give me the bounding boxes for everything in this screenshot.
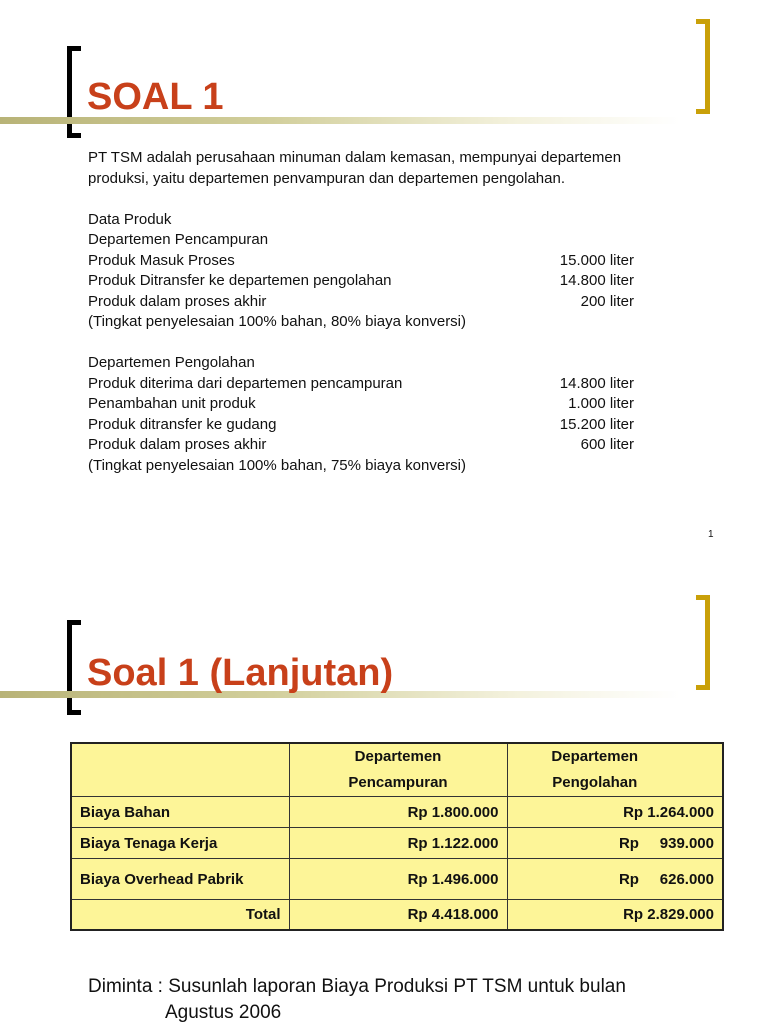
right-bracket-decoration: [696, 19, 710, 114]
header-pencampuran: Departemen Pencampuran: [288, 742, 508, 797]
data-row: Produk Ditransfer ke departemen pengolah…: [88, 271, 634, 292]
table-total-row: Total Rp 4.418.000 Rp 2.829.000: [70, 899, 724, 930]
data-row: Produk Masuk Proses 15.000 liter: [88, 251, 634, 272]
slide-body: PT TSM adalah perusahaan minuman dalam k…: [88, 148, 634, 476]
cell-value: Rp 939.000: [506, 827, 724, 859]
cell-value: Rp 1.496.000: [288, 858, 508, 900]
item-value: 600 liter: [580, 436, 634, 453]
cell-value: Rp 1.800.000: [288, 796, 508, 828]
item-value: 15.000 liter: [559, 251, 634, 269]
note: (Tingkat penyelesaian 100% bahan, 80% bi…: [88, 313, 467, 330]
cost-table: Departemen Pencampuran Departemen Pengolah…: [70, 742, 724, 931]
item-label: Produk Ditransfer ke departemen pengolah…: [88, 272, 392, 289]
intro-line: produksi, yaitu departemen penvampuran d…: [88, 169, 565, 187]
item-value: 15.200 liter: [559, 415, 634, 433]
table-row: Biaya Overhead Pabrik Rp 1.496.000 Rp 62…: [70, 858, 724, 900]
dept-heading: Departemen Pengolahan: [88, 354, 255, 371]
data-row: Produk diterima dari departemen pencampu…: [88, 374, 634, 395]
item-label: Produk diterima dari departemen pencampu…: [88, 374, 403, 392]
table-header-row: Departemen Pencampuran Departemen Pengolah…: [70, 742, 724, 797]
request-line: Agustus 2006: [165, 1002, 282, 1023]
item-label: Produk Masuk Proses: [88, 251, 235, 269]
slide-title: SOAL 1: [87, 76, 224, 118]
item-label: Produk dalam proses akhir: [88, 436, 267, 453]
item-value: 200 liter: [580, 292, 634, 310]
total-label: Total: [70, 899, 290, 930]
cell-value: Rp 1.264.000: [506, 796, 724, 828]
page-number: 1: [708, 529, 714, 540]
cell-value: Rp 1.122.000: [288, 827, 508, 859]
right-bracket-decoration: [696, 595, 710, 690]
item-label: Penambahan unit produk: [88, 395, 256, 412]
cell-value: Rp 626.000: [506, 858, 724, 900]
left-bracket-decoration: [67, 46, 81, 138]
request-line: Diminta : Susunlah laporan Biaya Produks…: [88, 976, 626, 997]
total-value: Rp 2.829.000: [506, 899, 724, 930]
row-label: Biaya Tenaga Kerja: [70, 827, 290, 859]
table-row: Biaya Bahan Rp 1.800.000 Rp 1.264.000: [70, 796, 724, 828]
table-row: Biaya Tenaga Kerja Rp 1.122.000 Rp 939.0…: [70, 827, 724, 859]
total-value: Rp 4.418.000: [288, 899, 508, 930]
item-value: 14.800 liter: [559, 272, 634, 289]
dept-heading: Departemen Pencampuran: [88, 231, 269, 248]
slide-title: Soal 1 (Lanjutan): [87, 652, 394, 694]
header-pengolahan: Departemen Pengolahan: [506, 742, 724, 797]
data-label: Data Produk: [88, 210, 172, 228]
row-label: Biaya Overhead Pabrik: [70, 858, 290, 900]
item-value: 14.800 liter: [559, 374, 634, 392]
request-text: Diminta : Susunlah laporan Biaya Produks…: [88, 974, 626, 1026]
data-row: Produk dalam proses akhir 200 liter: [88, 292, 634, 313]
left-bracket-decoration: [67, 620, 81, 715]
data-row: Produk ditransfer ke gudang 15.200 liter: [88, 415, 634, 436]
item-label: Produk ditransfer ke gudang: [88, 415, 277, 433]
note: (Tingkat penyelesaian 100% bahan, 75% bi…: [88, 456, 467, 474]
data-row: Penambahan unit produk 1.000 liter: [88, 394, 634, 415]
intro-line: PT TSM adalah perusahaan minuman dalam k…: [88, 149, 622, 166]
title-underline-bar: [0, 117, 680, 124]
item-value: 1.000 liter: [568, 395, 634, 412]
title-underline-bar: [0, 691, 680, 698]
item-label: Produk dalam proses akhir: [88, 292, 267, 310]
data-row: Produk dalam proses akhir 600 liter: [88, 435, 634, 456]
row-label: Biaya Bahan: [70, 796, 290, 828]
